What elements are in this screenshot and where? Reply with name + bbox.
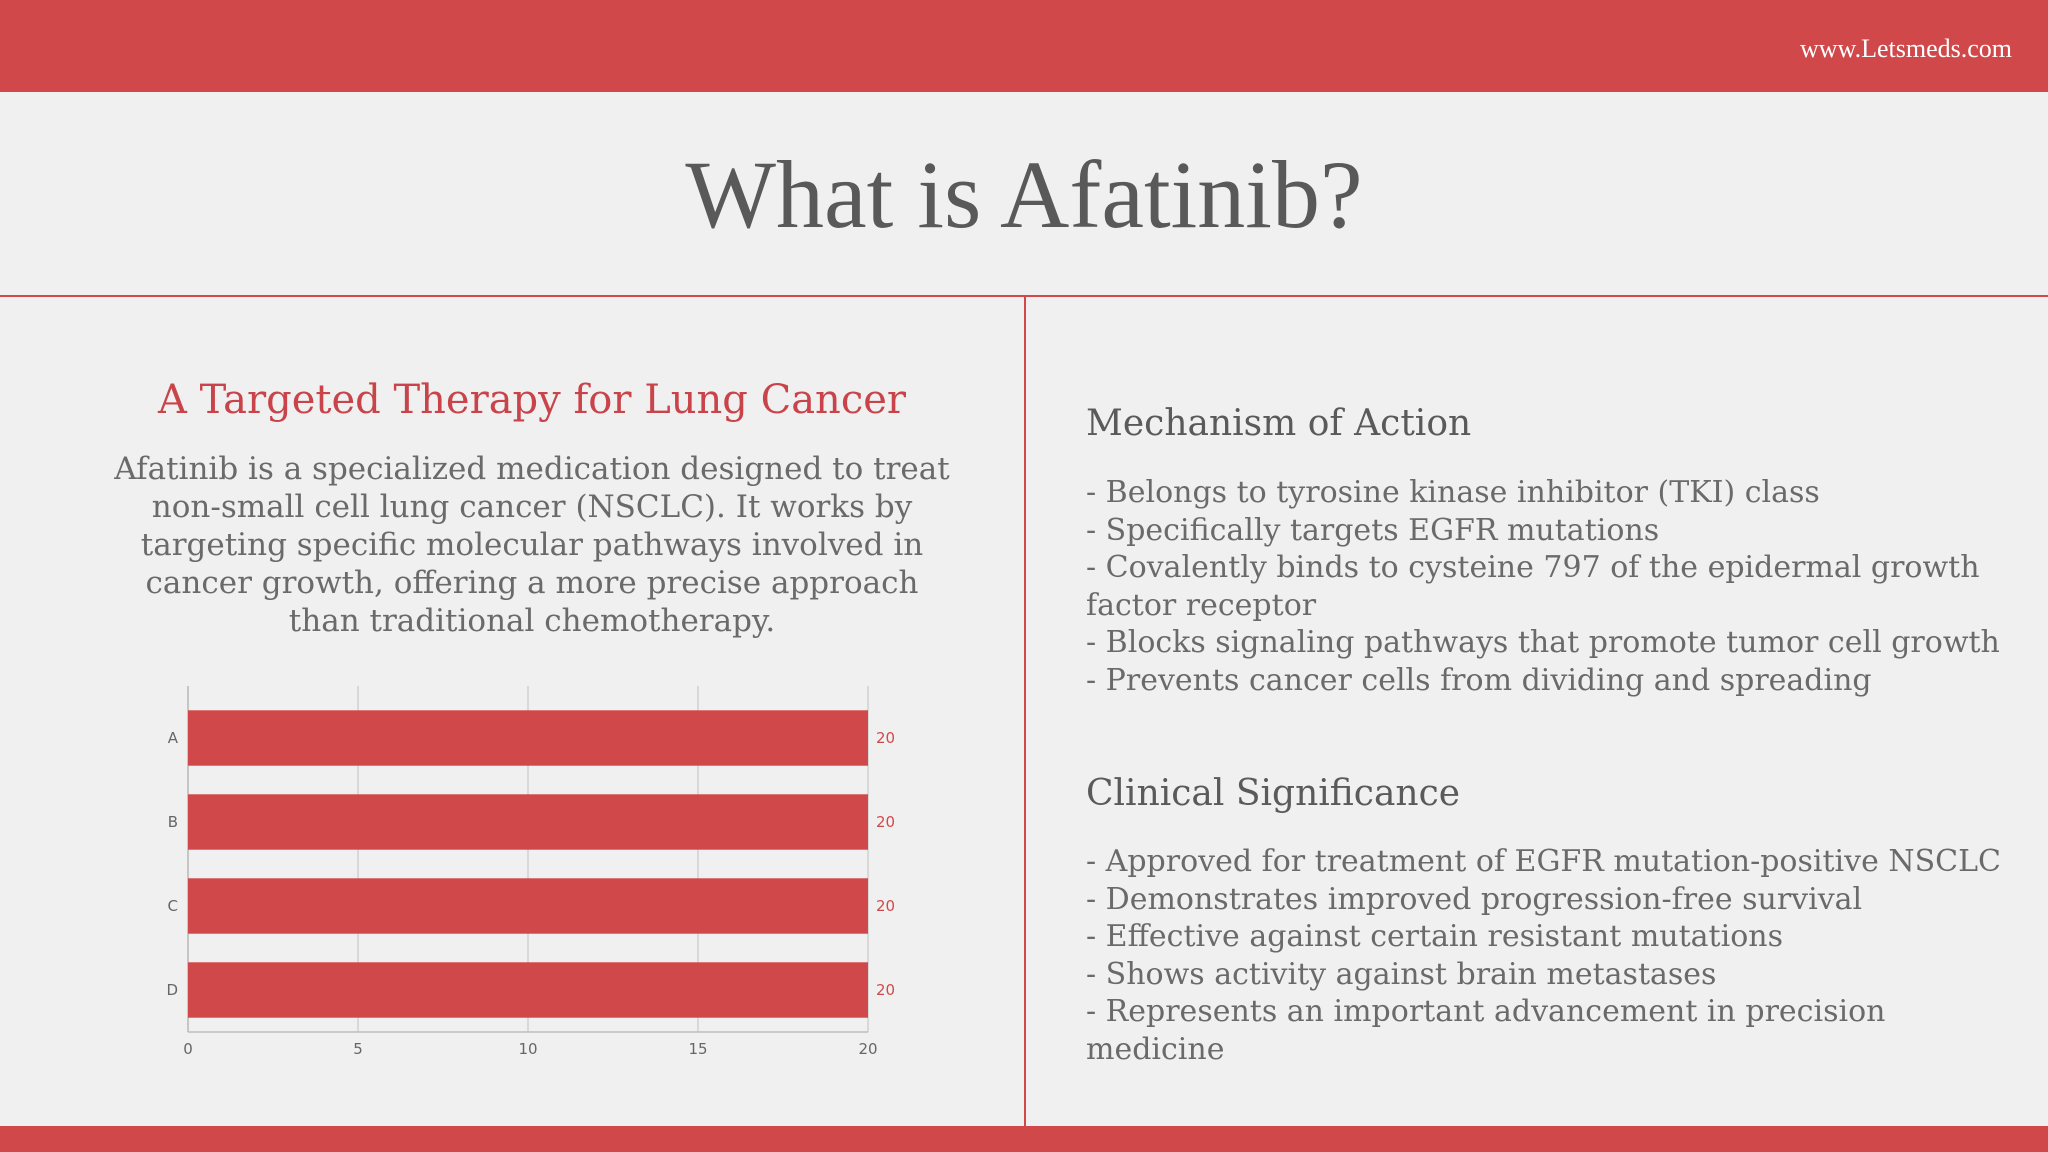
clinical-item: - Shows activity against brain metastase… [1086,956,1717,992]
x-tick-label: 0 [183,1040,193,1058]
clinical-item: - Demonstrates improved progression-free… [1086,881,1863,917]
mechanism-item: - Prevents cancer cells from dividing an… [1086,662,1872,698]
page-title: What is Afatinib? [685,141,1363,248]
bar-chart: A 20 B 20 C 20 D 20 0 5 10 15 20 [140,680,900,1060]
header-bar: www.Letsmeds.com [0,0,2048,92]
category-tick-label: A [168,729,179,747]
data-label: 20 [876,813,895,831]
mechanism-item: - Blocks signaling pathways that promote… [1086,625,2000,660]
x-tick-label: 5 [353,1040,363,1058]
x-tick-label: 10 [518,1040,537,1058]
clinical-heading: Clinical Significance [1086,773,1461,814]
bar [188,878,868,934]
mechanism-heading: Mechanism of Action [1086,403,1472,444]
mechanism-item: - Specifically targets EGFR mutations [1086,512,1660,548]
clinical-item: - Represents an important advancement in… [1086,994,1886,1067]
x-tick-label: 20 [858,1040,877,1058]
left-description: Afatinib is a specialized medication des… [114,451,950,639]
bar [188,710,868,766]
site-url[interactable]: www.Letsmeds.com [1799,34,2012,63]
clinical-list: - Approved for treatment of EGFR mutatio… [1086,843,2006,1068]
bar [188,962,868,1018]
data-label: 20 [876,897,895,915]
left-heading: A Targeted Therapy for Lung Cancer [157,377,907,423]
category-tick-label: B [168,813,178,831]
mechanism-item: - Belongs to tyrosine kinase inhibitor (… [1086,475,1820,510]
data-label: 20 [876,729,895,747]
data-label: 20 [876,981,895,999]
bar-chart-svg: A 20 B 20 C 20 D 20 0 5 10 15 20 [166,686,895,1058]
clinical-item: - Approved for treatment of EGFR mutatio… [1086,844,2001,879]
mechanism-list: - Belongs to tyrosine kinase inhibitor (… [1086,474,2006,699]
category-tick-label: C [168,897,178,915]
bar [188,794,868,850]
category-tick-label: D [166,981,178,999]
mechanism-item: - Covalently binds to cysteine 797 of th… [1086,550,1980,623]
footer-bar [0,1126,2048,1152]
vertical-divider [1024,296,1026,1126]
x-tick-label: 15 [688,1040,707,1058]
clinical-item: - Effective against certain resistant mu… [1086,919,1783,954]
